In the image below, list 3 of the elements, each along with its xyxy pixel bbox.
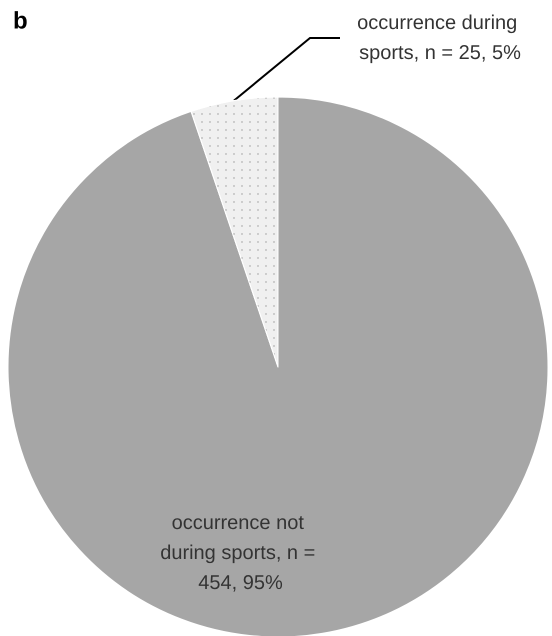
slice-label: occurrence during sports, n = 25, 5% — [357, 12, 523, 64]
slice-label: occurrence not during sports, n = 454, 95% — [160, 512, 321, 594]
chart-title: b — [13, 8, 28, 34]
